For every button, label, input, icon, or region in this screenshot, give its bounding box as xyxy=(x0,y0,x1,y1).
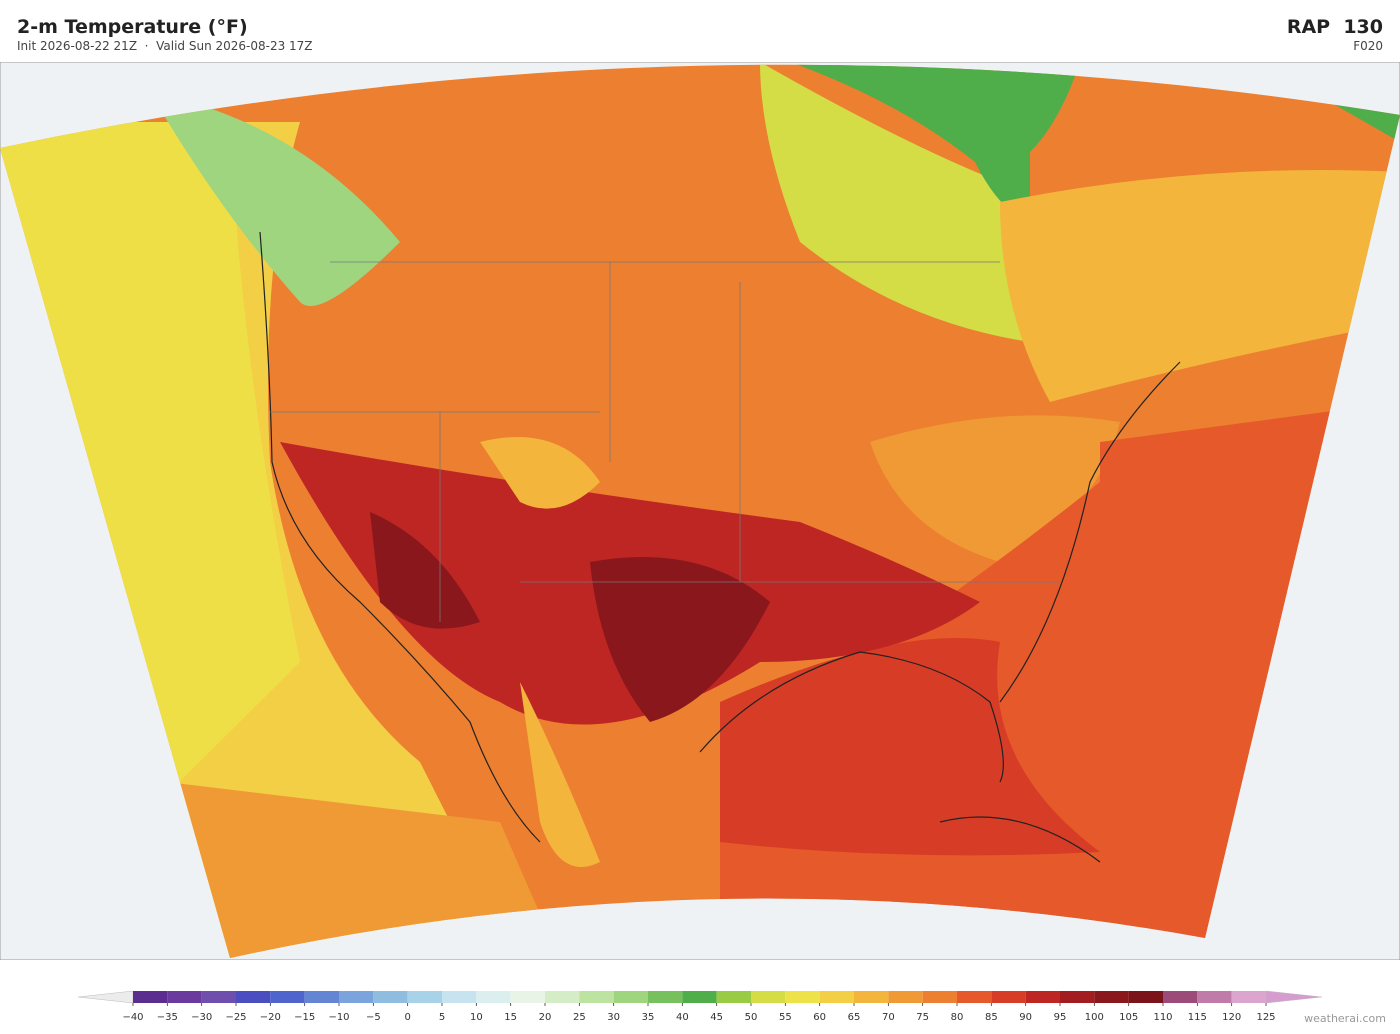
colorbar-tick-label: 45 xyxy=(710,1012,723,1023)
colorbar-segment xyxy=(957,991,992,1003)
colorbar-tick-label: 55 xyxy=(779,1012,792,1023)
colorbar-tick-label: 125 xyxy=(1256,1012,1275,1023)
forecast-hour: F020 xyxy=(1353,39,1383,53)
colorbar-segment xyxy=(545,991,580,1003)
colorbar-tick-label: −20 xyxy=(260,1012,281,1023)
title: 2-m Temperature (°F) xyxy=(17,16,248,38)
colorbar-tick-label: 35 xyxy=(642,1012,655,1023)
colorbar-segment xyxy=(1163,991,1198,1003)
colorbar-segment xyxy=(373,991,408,1003)
colorbar-tick-label: 100 xyxy=(1085,1012,1104,1023)
colorbar-tick-label: 90 xyxy=(1019,1012,1032,1023)
colorbar-segment xyxy=(579,991,614,1003)
colorbar-tick-label: −35 xyxy=(157,1012,178,1023)
colorbar-tick-label: 20 xyxy=(539,1012,552,1023)
colorbar-segment xyxy=(854,991,889,1003)
colorbar-segment xyxy=(613,991,648,1003)
colorbar-segment xyxy=(819,991,854,1003)
colorbar-segment xyxy=(648,991,683,1003)
colorbar-segment xyxy=(1231,991,1266,1003)
colorbar-tick-label: −10 xyxy=(328,1012,349,1023)
colorbar-tick-label: −15 xyxy=(294,1012,315,1023)
colorbar: −40 −35 −30 −25 −20 −15 −10 −5 0 5 10 15 20 25 30 35 40 4… xyxy=(77,990,1323,1023)
colorbar-segment xyxy=(785,991,820,1003)
colorbar-segment xyxy=(407,991,442,1003)
colorbar-tick-label: −25 xyxy=(225,1012,246,1023)
colorbar-tick-label: −30 xyxy=(191,1012,212,1023)
colorbar-segment xyxy=(442,991,477,1003)
colorbar-segment xyxy=(888,991,923,1003)
colorbar-tick-label: 70 xyxy=(882,1012,895,1023)
colorbar-tick-label: 120 xyxy=(1222,1012,1241,1023)
colorbar-segment xyxy=(270,991,305,1003)
colorbar-tick-label: 30 xyxy=(607,1012,620,1023)
colorbar-over xyxy=(1265,990,1323,1004)
model-name: RAP 130 xyxy=(1286,16,1383,38)
credit: weatherai.com xyxy=(1304,1012,1386,1025)
colorbar-segment xyxy=(167,991,202,1003)
colorbar-tick-label: 80 xyxy=(951,1012,964,1023)
colorbar-tick-label: 95 xyxy=(1054,1012,1067,1023)
colorbar-segment xyxy=(236,991,271,1003)
colorbar-tick-label: 60 xyxy=(813,1012,826,1023)
colorbar-tick-label: 105 xyxy=(1119,1012,1138,1023)
colorbar-segment xyxy=(922,991,957,1003)
colorbar-tick-label: 110 xyxy=(1153,1012,1172,1023)
map xyxy=(0,62,1400,960)
colorbar-tick-label: 5 xyxy=(439,1012,445,1023)
colorbar-segment xyxy=(304,991,339,1003)
colorbar-segment xyxy=(133,991,168,1003)
colorbar-segment xyxy=(1025,991,1060,1003)
colorbar-tick-label: 115 xyxy=(1188,1012,1207,1023)
colorbar-tick-label: 50 xyxy=(745,1012,758,1023)
colorbar-segment xyxy=(1197,991,1232,1003)
colorbar-tick-label: 85 xyxy=(985,1012,998,1023)
colorbar-segment xyxy=(1094,991,1129,1003)
borders xyxy=(270,261,1060,622)
colorbar-segment xyxy=(510,991,545,1003)
colorbar-segment xyxy=(201,991,236,1003)
colorbar-segment xyxy=(1128,991,1163,1003)
colorbar-tick-label: −40 xyxy=(122,1012,143,1023)
colorbar-tick-label: 0 xyxy=(404,1012,410,1023)
colorbar-tick-label: 15 xyxy=(504,1012,517,1023)
colorbar-under xyxy=(77,990,134,1004)
colorbar-tick-label: 40 xyxy=(676,1012,689,1023)
subtitle: Init 2026-08-22 21Z · Valid Sun 2026-08-… xyxy=(17,39,313,53)
colorbar-segment xyxy=(476,991,511,1003)
coastlines xyxy=(259,231,1181,863)
colorbar-tick-label: −5 xyxy=(366,1012,381,1023)
colorbar-tick-label: 65 xyxy=(848,1012,861,1023)
temperature-field xyxy=(0,64,1400,958)
colorbar-segment xyxy=(716,991,751,1003)
colorbar-segment xyxy=(682,991,717,1003)
colorbar-segment xyxy=(991,991,1026,1003)
colorbar-segment xyxy=(339,991,374,1003)
colorbar-tick-label: 10 xyxy=(470,1012,483,1023)
colorbar-tick-label: 75 xyxy=(916,1012,929,1023)
colorbar-segment xyxy=(1060,991,1095,1003)
colorbar-tick-label: 25 xyxy=(573,1012,586,1023)
colorbar-segment xyxy=(751,991,786,1003)
